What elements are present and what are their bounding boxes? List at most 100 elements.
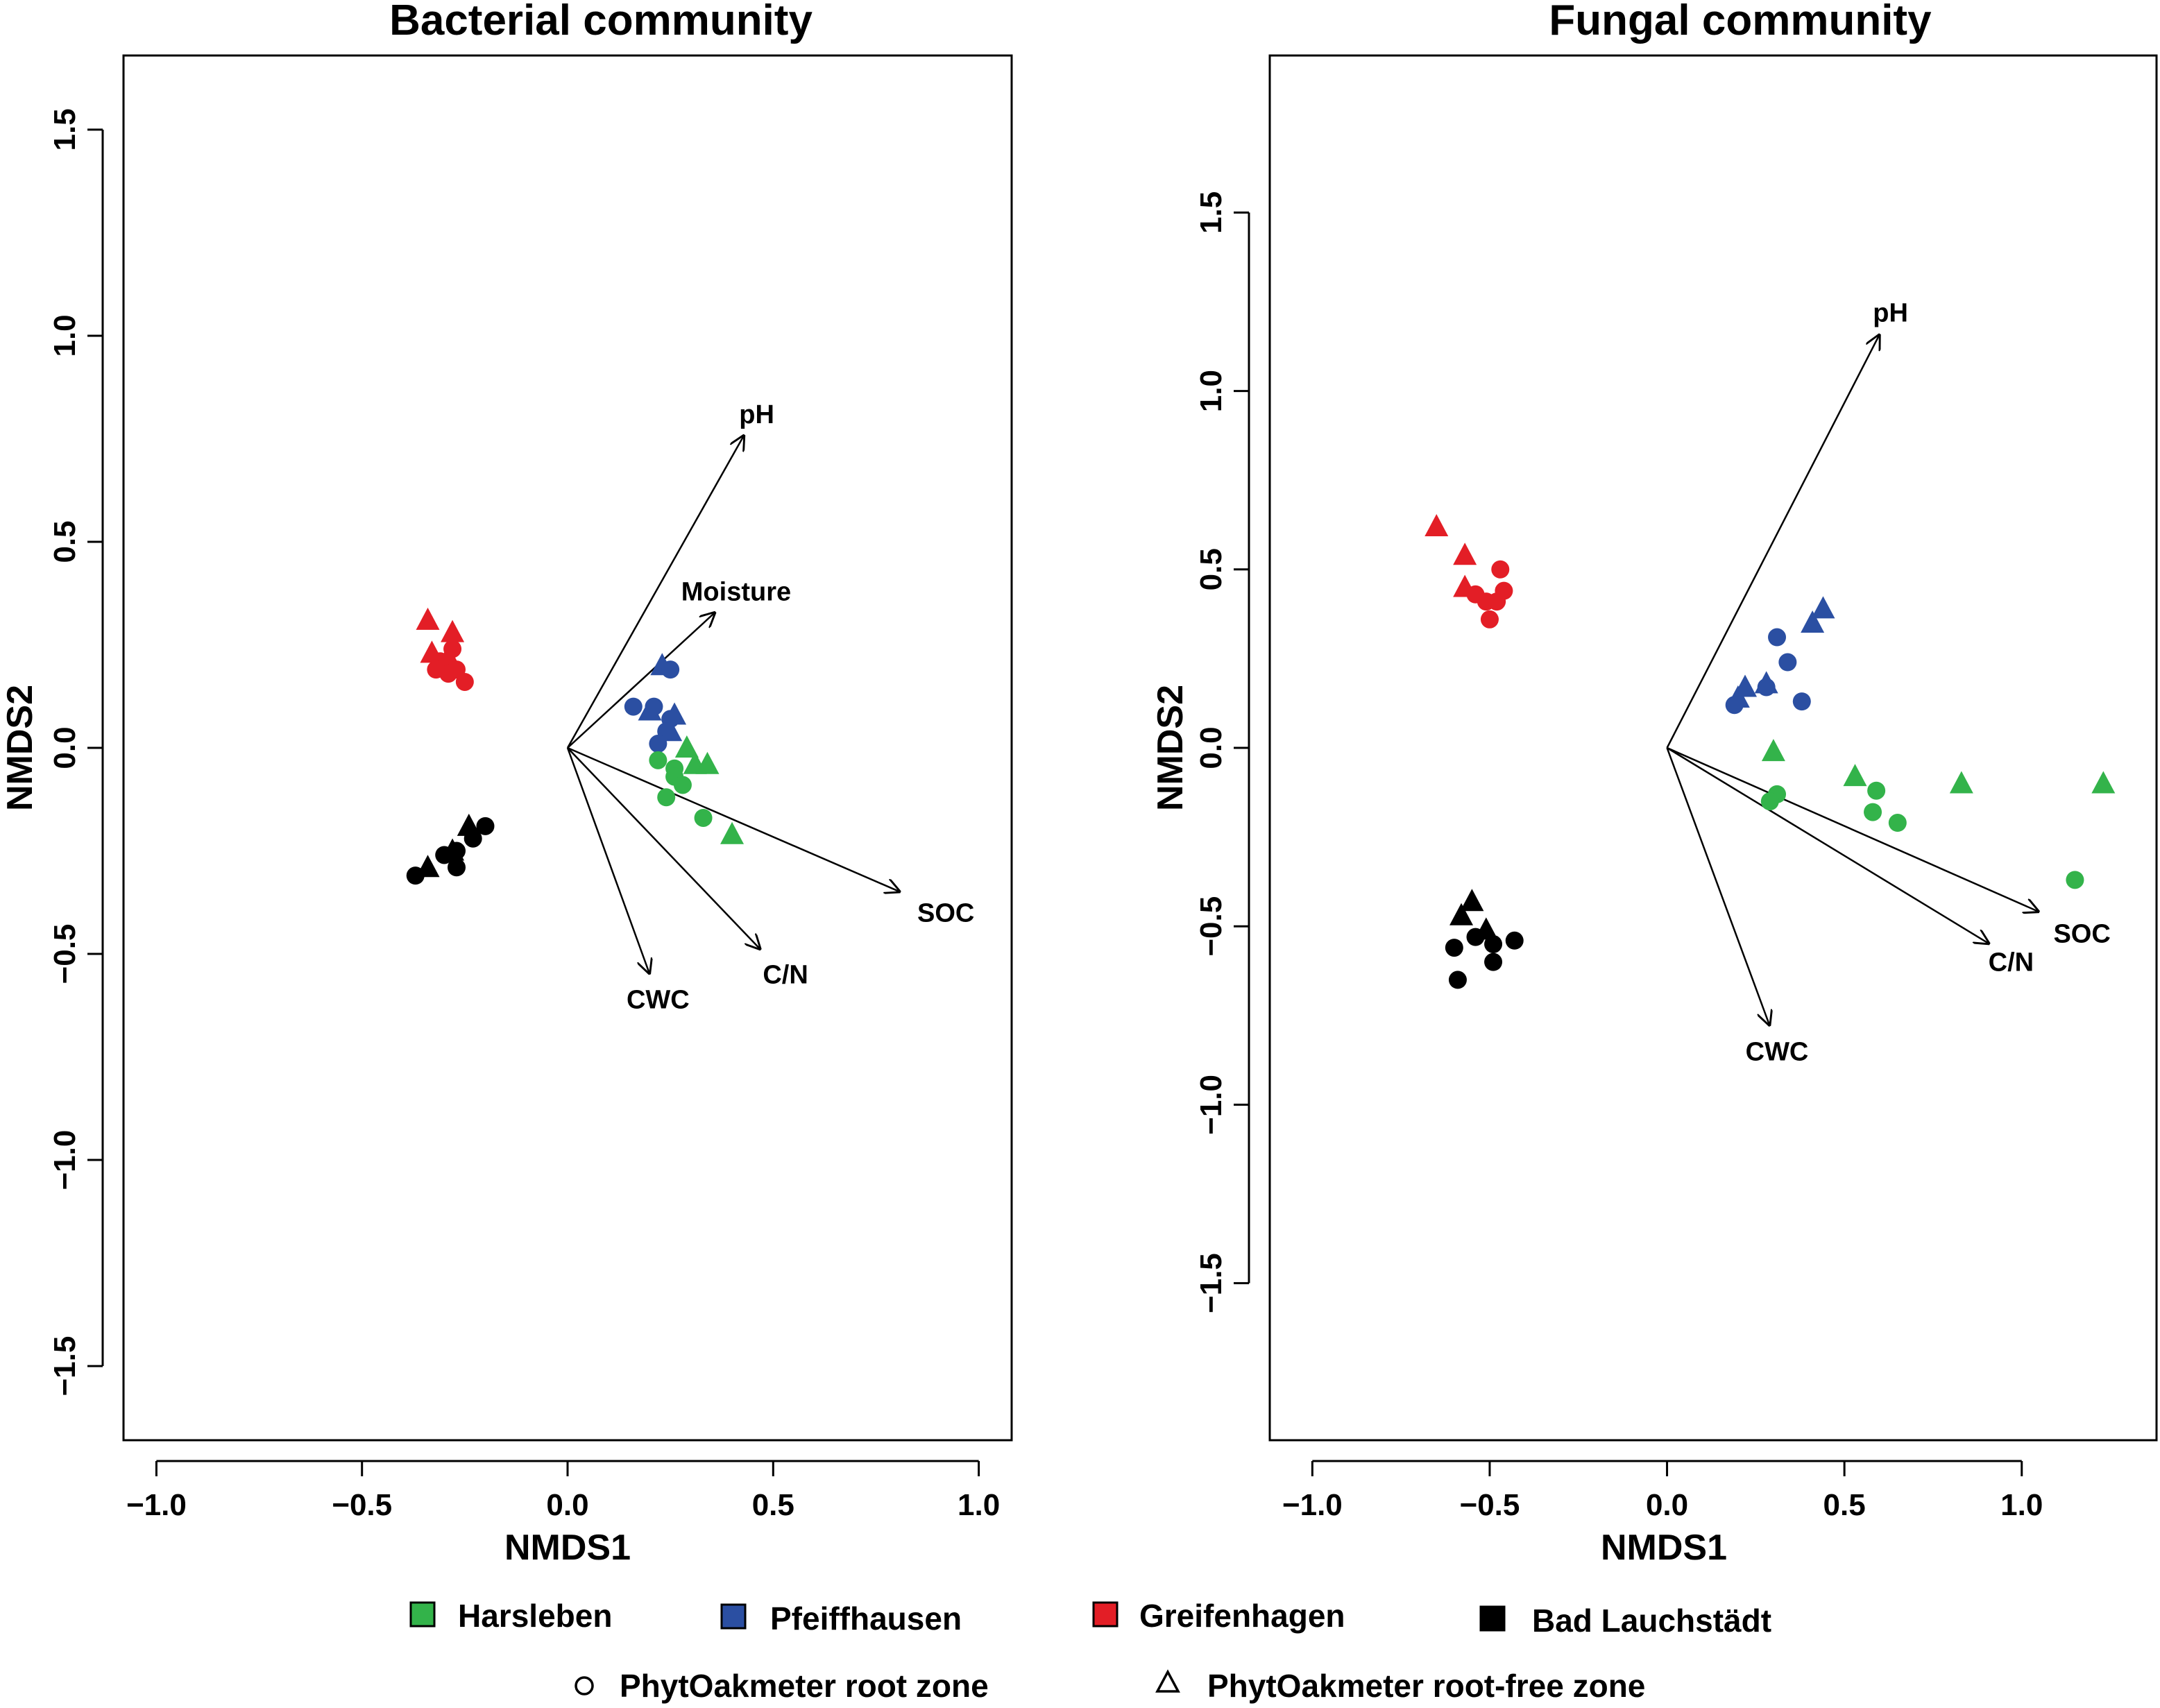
x-tick-label: 0.0 xyxy=(546,1488,588,1522)
data-point-circle xyxy=(427,660,445,679)
chart-title: Fungal community xyxy=(1549,0,1932,44)
y-axis: −1.5 −1.0 −0.5 0.0 0.5 1.0 1.5 xyxy=(48,108,104,1397)
legend-label: Greifenhagen xyxy=(1139,1598,1345,1634)
data-point-circle xyxy=(435,846,454,864)
data-point-circle xyxy=(1768,628,1787,647)
legend-item-pfeiffhausen: Pfeiffhausen xyxy=(720,1600,962,1637)
env-vectors: pH SOC C/N CWC xyxy=(1666,298,2111,1066)
y-tick-label: −1.5 xyxy=(1194,1253,1228,1313)
y-tick-label: −1.0 xyxy=(48,1130,82,1190)
data-point-circle xyxy=(1757,678,1776,697)
data-point-triangle xyxy=(1949,771,1973,794)
data-point-circle xyxy=(1448,971,1467,989)
x-tick-label: 1.0 xyxy=(2000,1488,2043,1522)
data-point-circle xyxy=(661,660,680,679)
data-point-circle xyxy=(1505,931,1524,950)
data-points xyxy=(1425,514,2116,989)
vector-arrow xyxy=(566,747,650,975)
data-point-triangle xyxy=(674,735,699,758)
plot-frame xyxy=(1268,54,2158,1442)
data-point-circle xyxy=(645,697,663,716)
data-point-triangle xyxy=(2091,771,2116,794)
x-tick-label: −1.0 xyxy=(1282,1488,1343,1522)
data-point-circle xyxy=(1488,592,1506,611)
vector-label: Moisture xyxy=(681,577,791,606)
vector-arrow xyxy=(1666,747,1770,1026)
x-tick-label: −0.5 xyxy=(1460,1488,1520,1522)
vector-arrow xyxy=(1667,746,2040,912)
data-point-circle xyxy=(448,858,466,877)
legend-label: Harsleben xyxy=(458,1598,612,1634)
y-tick-label: 0.5 xyxy=(1194,548,1228,590)
y-tick-label: 1.5 xyxy=(1194,191,1228,234)
env-vectors: pH Moisture SOC C/N CWC xyxy=(566,400,974,1014)
data-point-circle xyxy=(464,829,482,848)
data-point-circle xyxy=(443,640,462,658)
chart-title: Bacterial community xyxy=(389,0,813,44)
data-point-triangle xyxy=(441,620,465,642)
data-point-triangle xyxy=(1460,889,1484,912)
vector-label: SOC xyxy=(917,899,974,928)
vector-arrow xyxy=(567,747,761,950)
data-point-circle xyxy=(476,817,495,835)
data-point-triangle xyxy=(1449,903,1474,925)
data-points xyxy=(406,607,745,885)
legend-item-harsleben: Harsleben xyxy=(409,1598,612,1634)
vector-arrow xyxy=(1666,334,1880,749)
data-point-circle xyxy=(694,808,713,827)
legend-swatch xyxy=(1092,1601,1119,1628)
vector-arrow xyxy=(1666,746,1990,944)
data-point-circle xyxy=(657,788,676,807)
data-point-circle xyxy=(1491,560,1510,579)
data-point-circle xyxy=(1466,928,1485,946)
vector-arrow xyxy=(566,435,745,749)
y-axis-label: NMDS2 xyxy=(1150,685,1191,811)
vector-label: CWC xyxy=(627,985,690,1014)
data-point-circle xyxy=(1725,696,1744,715)
y-axis-label: NMDS2 xyxy=(0,685,40,811)
y-tick-label: 1.5 xyxy=(48,108,82,151)
data-point-circle xyxy=(406,866,425,885)
x-axis-label: NMDS1 xyxy=(1601,1528,1727,1568)
y-axis: −1.5 −1.0 −0.5 0.0 0.5 1.0 1.5 xyxy=(1194,191,1250,1313)
bacterial-community-panel: Bacterial community −1.0 −0.5 0.0 0.5 1.0 −1… xyxy=(0,0,1013,1568)
x-tick-label: −1.0 xyxy=(126,1488,187,1522)
data-point-circle xyxy=(1792,692,1811,711)
legend-swatch xyxy=(720,1603,747,1630)
x-tick-label: 0.0 xyxy=(1646,1488,1688,1522)
legend-label: Bad Lauchstädt xyxy=(1532,1603,1771,1639)
data-point-circle xyxy=(649,751,667,769)
triangle-icon xyxy=(1155,1669,1180,1693)
data-point-triangle xyxy=(1811,596,1835,619)
y-tick-label: −0.5 xyxy=(1194,896,1228,957)
data-point-triangle xyxy=(1761,739,1785,762)
fungal-community-panel: Fungal community −1.0 −0.5 0.0 0.5 1.0 −1.5 −… xyxy=(1150,0,2158,1568)
circle-icon xyxy=(575,1676,594,1696)
legend-item-bad-lauchstadt: Bad Lauchstädt xyxy=(1479,1603,1771,1639)
data-point-triangle xyxy=(695,751,720,774)
legend-item-greifenhagen: Greifenhagen xyxy=(1092,1598,1345,1634)
data-point-circle xyxy=(2066,871,2084,889)
data-point-circle xyxy=(1888,814,1907,832)
legend-label: PhytOakmeter root-free zone xyxy=(1207,1668,1645,1704)
y-tick-label: 1.0 xyxy=(48,314,82,357)
y-tick-label: 0.0 xyxy=(1194,726,1228,769)
legend-label: PhytOakmeter root zone xyxy=(620,1668,989,1704)
legend-item-root-free-zone: PhytOakmeter root-free zone xyxy=(1155,1668,1645,1704)
data-point-triangle xyxy=(1801,610,1825,633)
y-tick-label: −1.0 xyxy=(1194,1075,1228,1135)
x-tick-label: 0.5 xyxy=(1823,1488,1866,1522)
data-point-triangle xyxy=(416,607,440,630)
data-point-circle xyxy=(624,697,643,716)
x-axis-label: NMDS1 xyxy=(504,1528,631,1568)
data-point-circle xyxy=(1445,939,1463,957)
vector-arrow xyxy=(567,746,901,892)
data-point-circle xyxy=(649,735,667,753)
vector-label: C/N xyxy=(763,961,808,990)
x-tick-label: 0.5 xyxy=(752,1488,794,1522)
data-point-circle xyxy=(1484,953,1503,971)
data-point-triangle xyxy=(720,821,745,844)
y-tick-label: −0.5 xyxy=(48,924,82,984)
legend-swatch xyxy=(409,1601,436,1628)
